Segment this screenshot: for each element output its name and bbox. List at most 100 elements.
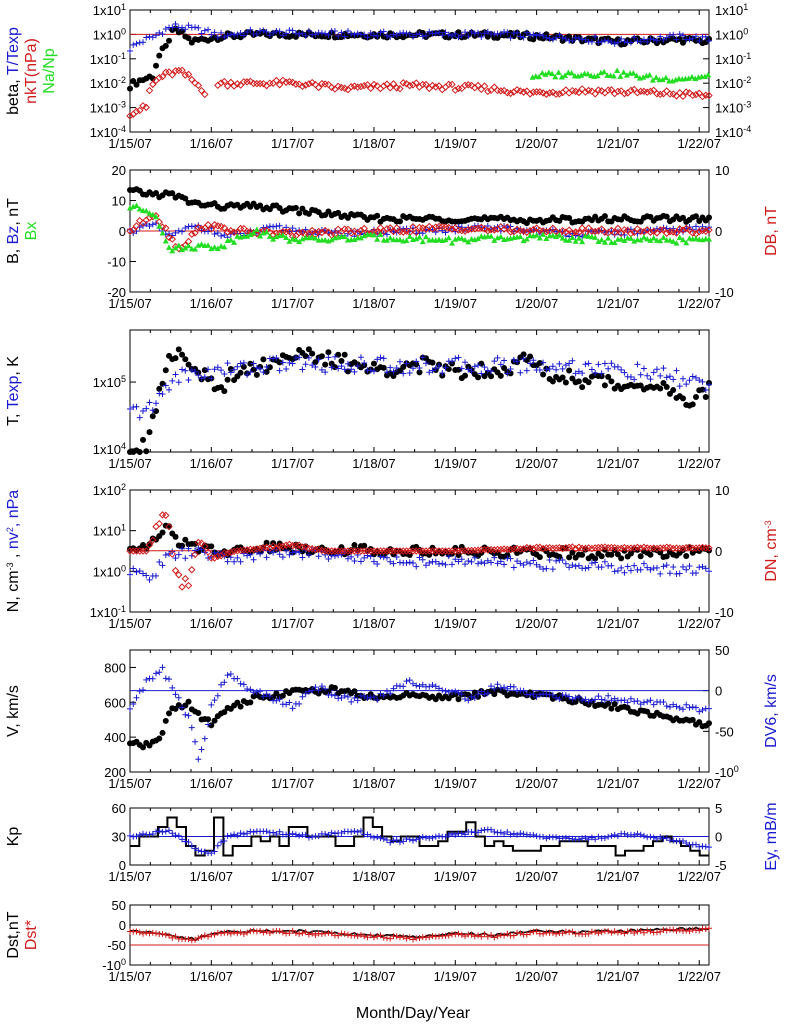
data-point: [237, 30, 244, 37]
data-point: [236, 546, 245, 555]
data-point: [532, 224, 541, 232]
data-point: [325, 354, 332, 361]
data-point: [429, 834, 436, 841]
data-point: [302, 690, 309, 697]
data-point: [592, 696, 599, 703]
data-point: [566, 929, 573, 936]
data-point: [156, 385, 163, 392]
data-point: [286, 27, 293, 34]
data-point: [549, 363, 556, 370]
data-point: [445, 223, 453, 232]
data-point: [149, 413, 156, 420]
data-point: [688, 73, 695, 80]
data-point: [566, 33, 573, 40]
data-point: [501, 561, 508, 568]
data-point: [478, 688, 485, 695]
data-point: [585, 836, 592, 843]
data-point: [299, 229, 306, 236]
data-point: [208, 245, 215, 252]
data-point: [387, 33, 394, 40]
y-right-tick-label: 1x10-1: [715, 51, 751, 67]
data-point: [634, 698, 641, 705]
data-point: [292, 354, 299, 361]
data-point: [462, 359, 469, 366]
data-point: [311, 545, 320, 554]
x-tick-label: 1/16/07: [190, 616, 233, 631]
data-point: [527, 929, 534, 936]
data-point: [706, 705, 712, 712]
data-point: [205, 26, 212, 33]
data-point: [624, 699, 631, 706]
data-point: [198, 375, 205, 382]
data-point: [132, 107, 141, 116]
data-point: [156, 29, 163, 36]
data-point: [660, 365, 667, 372]
data-point: [692, 90, 700, 99]
data-point: [208, 375, 215, 382]
data-point: [640, 699, 647, 706]
data-point: [211, 697, 218, 704]
series-black: [127, 186, 712, 227]
data-point: [504, 29, 511, 36]
data-point: [543, 565, 550, 572]
y-tick-label: 800: [104, 660, 126, 675]
data-point: [488, 683, 495, 690]
data-point: [504, 828, 511, 835]
data-point: [637, 38, 644, 45]
data-point: [221, 231, 228, 238]
data-point: [146, 210, 153, 216]
data-point: [631, 376, 638, 383]
data-point: [335, 209, 342, 216]
data-point: [672, 229, 681, 237]
series-blue: [127, 353, 712, 421]
data-point: [140, 930, 147, 937]
data-point: [504, 685, 511, 692]
data-point: [552, 90, 560, 98]
data-point: [640, 832, 647, 839]
data-point: [553, 694, 560, 701]
data-point: [706, 925, 712, 932]
data-point: [133, 928, 140, 935]
data-point: [364, 694, 371, 701]
data-point: [146, 222, 153, 229]
y-right-tick-label: 5: [715, 801, 722, 816]
y-axis-label-left: T, Texp, K: [5, 356, 22, 426]
data-point: [500, 86, 508, 95]
y-tick-label: 1x102: [93, 482, 126, 498]
y-right-tick-label: 50: [715, 643, 729, 658]
data-point: [218, 29, 225, 36]
data-point: [592, 929, 599, 936]
data-point: [471, 933, 478, 940]
data-point: [178, 66, 186, 74]
data-point: [604, 86, 612, 94]
data-point: [649, 77, 656, 83]
data-point: [566, 360, 573, 367]
data-point: [455, 551, 462, 558]
data-point: [685, 75, 692, 81]
data-point: [451, 547, 459, 555]
data-point: [244, 929, 251, 936]
data-point: [354, 828, 361, 835]
data-point: [448, 547, 456, 555]
data-point: [195, 710, 202, 717]
data-point: [357, 82, 365, 91]
data-point: [566, 693, 573, 700]
y-right-tick-label: 0: [715, 224, 722, 239]
data-point: [172, 371, 179, 378]
data-point: [468, 931, 475, 938]
data-point: [695, 227, 703, 236]
data-point: [312, 684, 319, 691]
data-point: [449, 240, 456, 246]
data-point: [292, 236, 299, 243]
data-point: [432, 833, 439, 840]
data-point: [325, 31, 332, 38]
data-point: [706, 381, 712, 388]
data-point: [549, 691, 556, 698]
data-point: [676, 31, 683, 38]
data-point: [127, 406, 133, 413]
data-point: [633, 89, 642, 97]
data-point: [610, 72, 617, 79]
data-point: [153, 828, 160, 835]
data-point: [699, 706, 706, 713]
data-point: [393, 837, 400, 844]
